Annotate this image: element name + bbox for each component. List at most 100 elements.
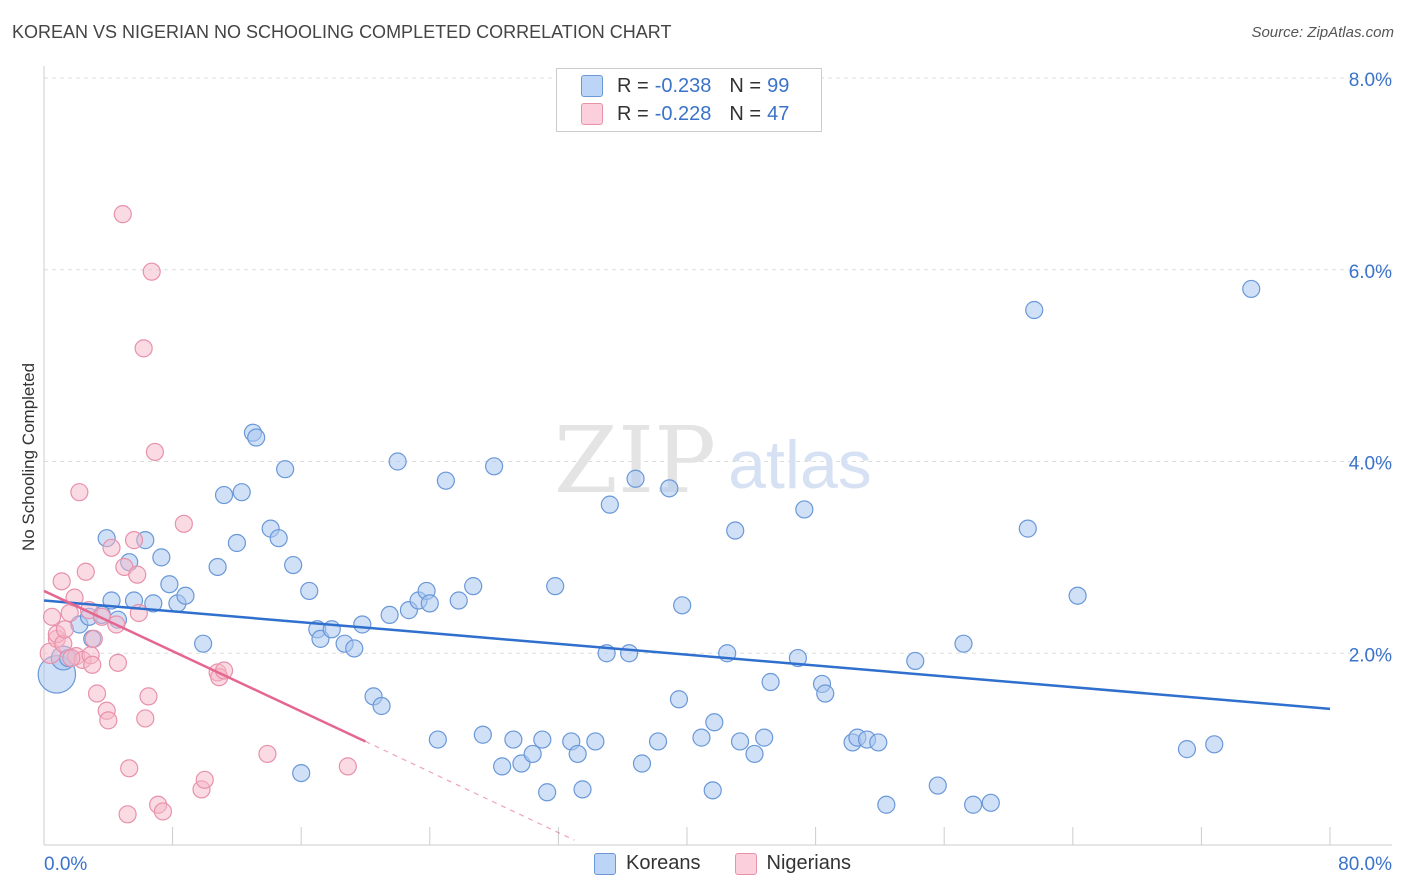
watermark-atlas: atlas — [728, 427, 872, 503]
legend-n-label: N = — [729, 74, 762, 97]
nigerian-point — [55, 620, 74, 639]
nigerian-point — [142, 262, 161, 281]
y-tick-label: 2.0% — [1349, 645, 1392, 666]
korean-point — [1018, 519, 1037, 538]
nigerian-point — [128, 565, 147, 584]
korean-point — [473, 725, 492, 744]
y-tick-label: 4.0% — [1349, 454, 1392, 475]
korean-point — [420, 594, 439, 613]
korean-point — [232, 483, 251, 502]
korean-point — [276, 460, 295, 479]
korean-point — [1242, 279, 1261, 299]
korean-point — [726, 521, 745, 540]
nigerian-point — [145, 442, 165, 462]
series-legend: Koreans Nigerians — [594, 852, 885, 875]
korean-point — [669, 690, 689, 709]
x-tick-label-max: 80.0% — [1338, 854, 1392, 875]
korean-point — [485, 457, 504, 476]
legend-n-value-nigerians: 47 — [767, 102, 790, 125]
korean-point — [761, 672, 780, 692]
korean-point — [954, 634, 973, 653]
nigerian-trend-extension — [365, 740, 575, 841]
legend-row-koreans: R = -0.238 N = 99 — [581, 73, 789, 99]
nigerian-point — [52, 572, 71, 591]
korean-point — [600, 495, 619, 514]
korean-point — [247, 428, 266, 447]
korean-point — [1025, 300, 1044, 320]
korean-point — [730, 732, 750, 751]
korean-point — [227, 533, 246, 553]
korean-point — [380, 605, 399, 625]
nigerian-point — [124, 531, 144, 550]
korean-point — [176, 586, 195, 605]
nigerian-point — [139, 687, 158, 706]
korean-point — [745, 744, 764, 764]
trend-lines — [43, 589, 1331, 841]
korean-point — [428, 730, 447, 749]
korean-point — [568, 744, 587, 764]
korean-point — [284, 555, 303, 575]
nigerian-point — [42, 607, 62, 626]
korean-point — [692, 728, 711, 747]
korean-point — [372, 696, 391, 716]
axis-labels: 2.0% 4.0% 6.0% 8.0% 0.0% 80.0% No Schooling Co… — [19, 70, 1392, 875]
korean-point — [292, 763, 311, 783]
axes — [43, 66, 1392, 846]
nigerian-point — [338, 757, 357, 776]
legend-r-label: R = — [617, 102, 649, 125]
legend-swatch-nigerians — [581, 103, 603, 125]
korean-point — [546, 577, 565, 596]
korean-point — [626, 469, 645, 488]
nigerian-trend-line — [43, 589, 367, 743]
korean-point — [964, 795, 983, 814]
nigerian-point — [76, 562, 95, 581]
korean-point — [755, 728, 774, 747]
korean-point — [1205, 735, 1224, 754]
korean-point — [194, 634, 213, 653]
korean-point — [144, 594, 163, 613]
watermark: ZIP atlas — [554, 407, 872, 514]
korean-point — [660, 479, 679, 498]
legend-r-label: R = — [617, 74, 649, 97]
korean-point — [795, 500, 814, 519]
korean-point — [300, 581, 319, 601]
source-label: Source: ZipAtlas.com — [1251, 24, 1394, 41]
korean-point — [353, 615, 372, 634]
nigerian-point — [258, 744, 277, 764]
x-tick-label-min: 0.0% — [44, 854, 87, 875]
korean-point — [981, 793, 1000, 812]
nigerian-point — [174, 514, 193, 533]
korean-point — [152, 548, 171, 567]
chart-title: KOREAN VS NIGERIAN NO SCHOOLING COMPLETE… — [12, 22, 672, 42]
nigerian-point — [113, 205, 132, 224]
legend-n-value-koreans: 99 — [767, 74, 790, 97]
watermark-zip: ZIP — [554, 407, 716, 514]
legend-label-koreans: Koreans — [626, 852, 701, 874]
y-tick-label: 8.0% — [1349, 70, 1392, 91]
korean-point — [1177, 740, 1197, 759]
gridlines — [44, 77, 1392, 654]
korean-point — [673, 596, 692, 615]
nigerian-point — [195, 770, 214, 789]
nigerian-point — [62, 648, 81, 668]
y-axis-label: No Schooling Completed — [19, 363, 38, 551]
korean-point — [620, 644, 639, 663]
korean-point — [1068, 586, 1087, 605]
nigerian-points — [39, 205, 357, 824]
legend-item-nigerians[interactable]: Nigerians — [734, 852, 851, 875]
nigerian-point — [153, 802, 173, 821]
korean-point — [573, 780, 592, 799]
korean-point — [449, 591, 468, 610]
legend-item-koreans[interactable]: Koreans — [594, 852, 701, 875]
legend-n-label: N = — [729, 102, 762, 125]
legend-row-nigerians: R = -0.228 N = 47 — [581, 101, 789, 127]
nigerian-point — [136, 709, 155, 728]
nigerian-point — [84, 629, 103, 648]
nigerian-point — [108, 653, 128, 672]
korean-point — [648, 732, 668, 751]
korean-point — [436, 471, 455, 490]
korean-point — [523, 744, 542, 764]
korean-point — [269, 529, 288, 548]
correlation-legend: R = -0.238 N = 99 R = -0.228 N = 47 — [556, 68, 822, 132]
korean-point — [703, 781, 722, 800]
